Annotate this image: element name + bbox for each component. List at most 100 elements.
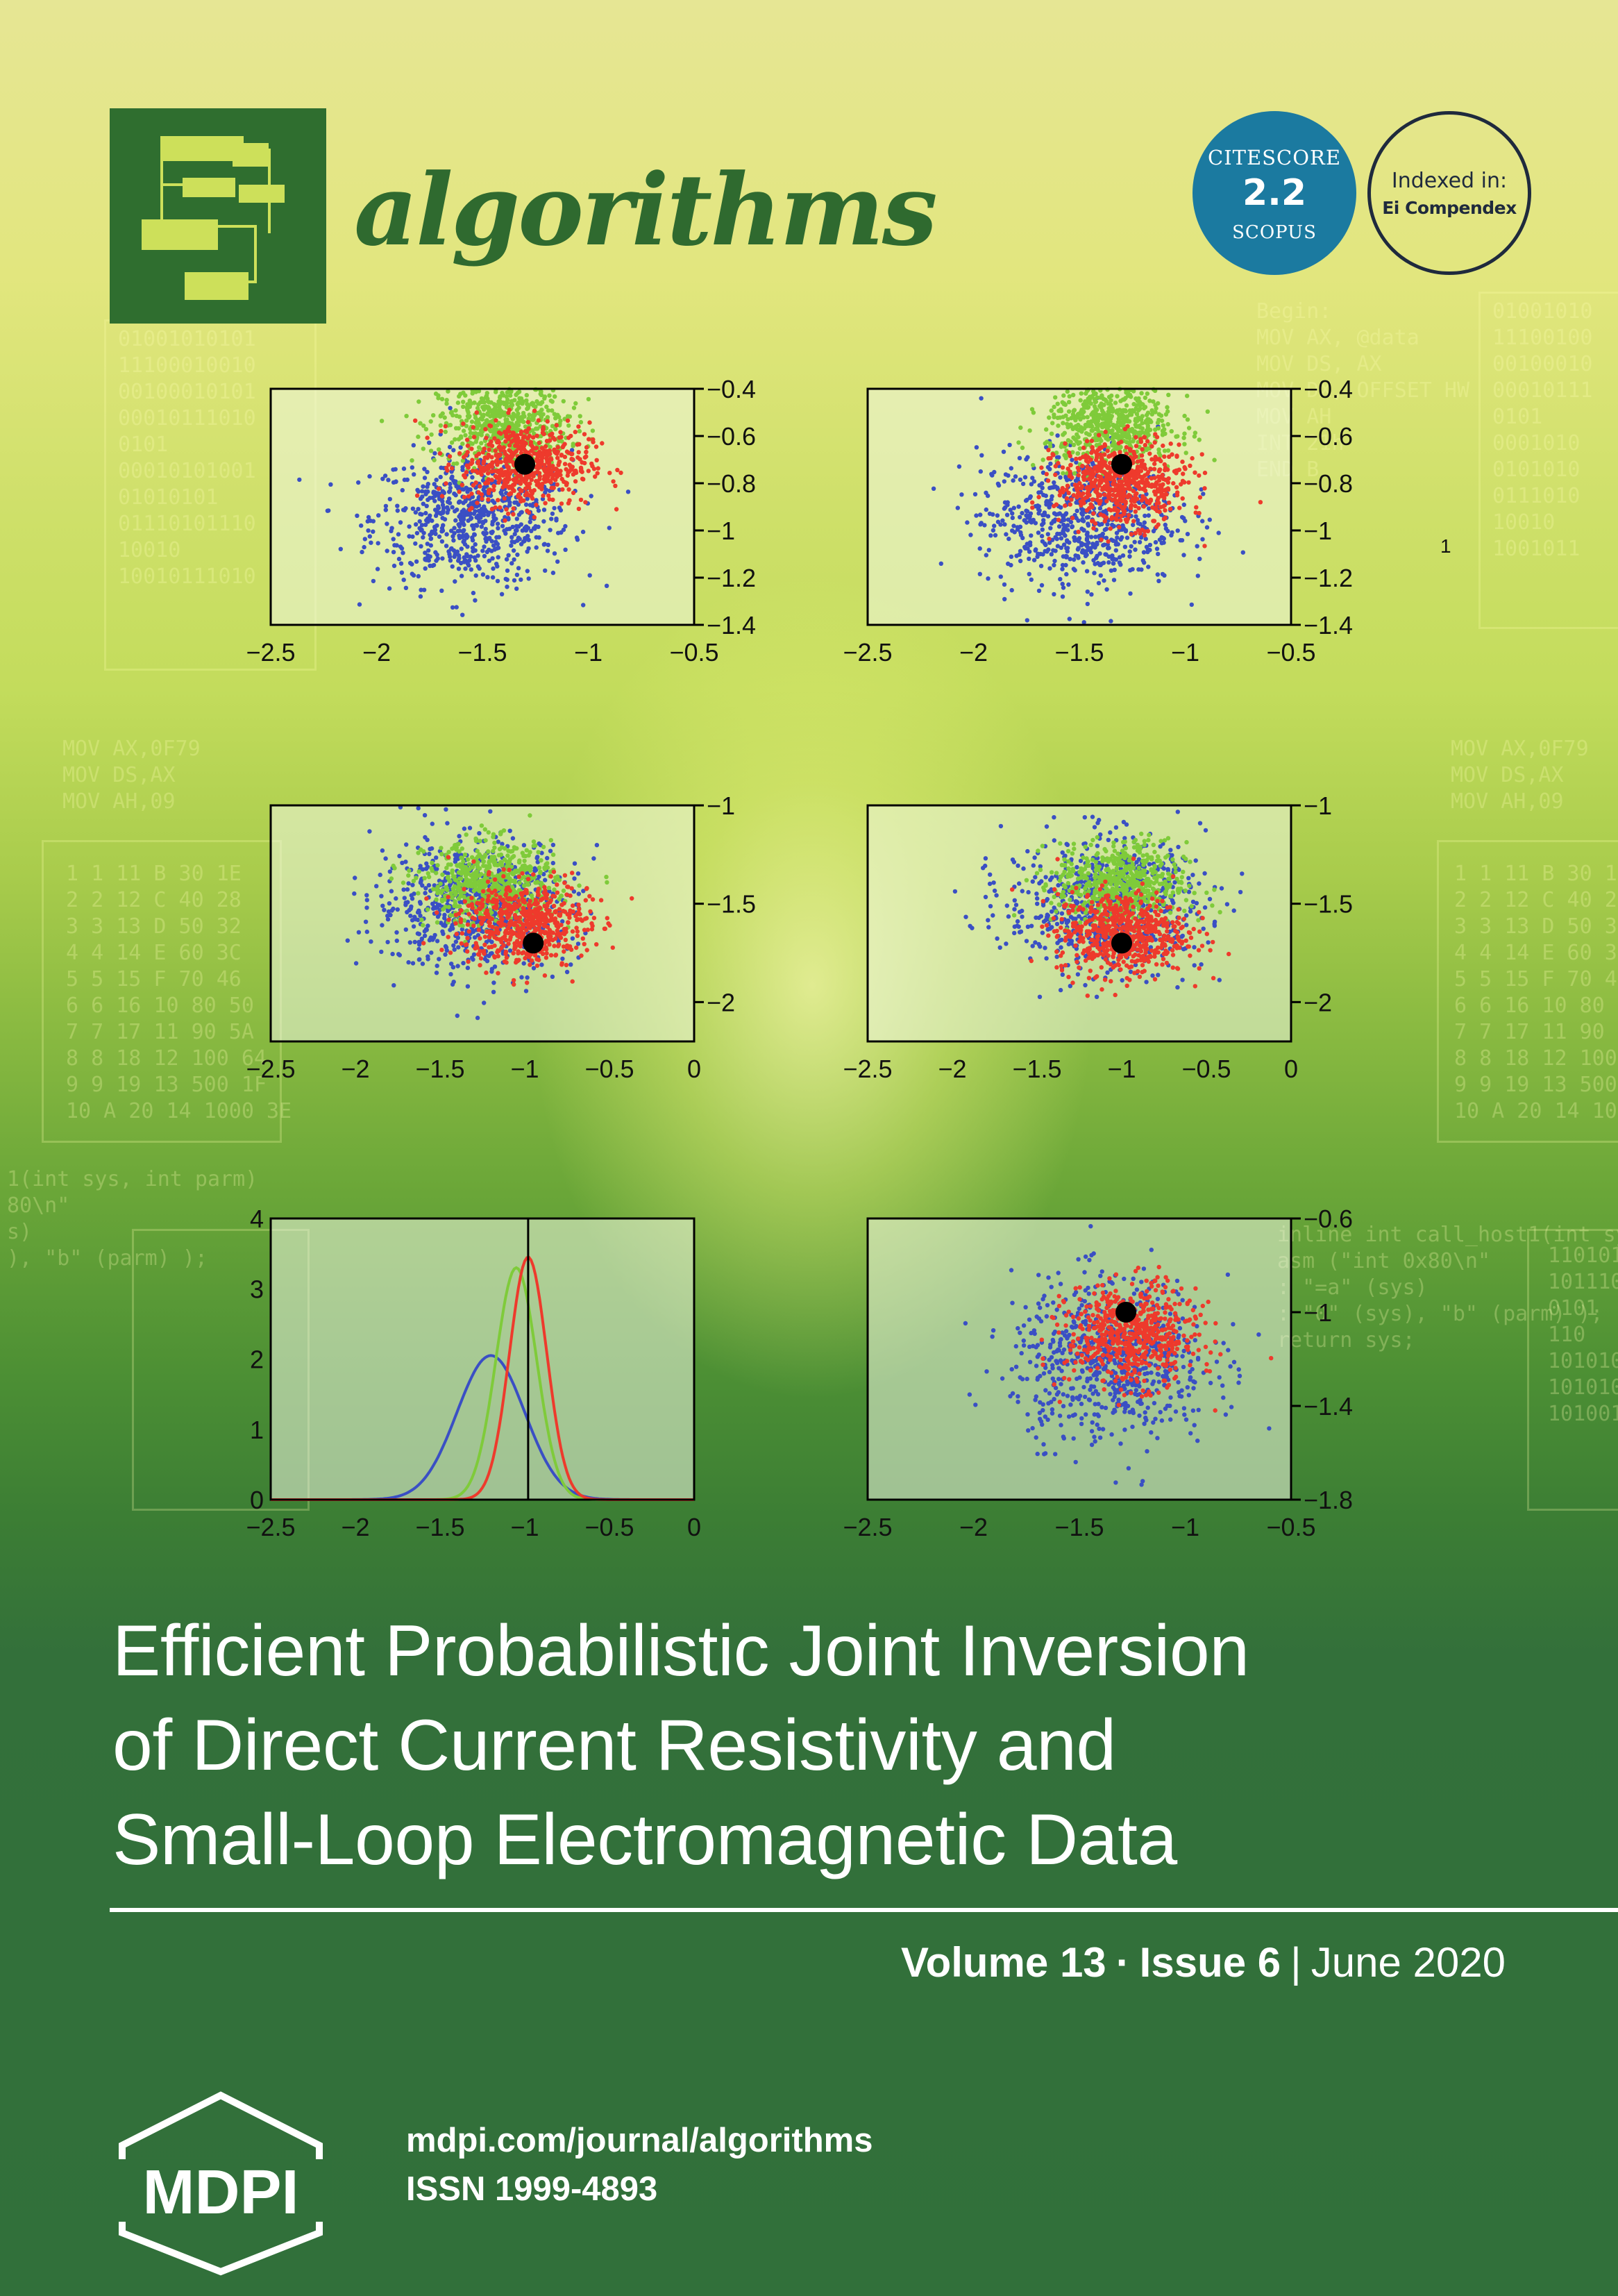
scatter-point <box>1031 558 1037 562</box>
scatter-point <box>428 554 432 559</box>
scatter-point <box>1049 408 1054 413</box>
scatter-point <box>484 422 489 427</box>
plot-svg: −2.5 −2 −1.5 −1 −0.5−0.4−0.6−0.8−1−1.2−1.4 <box>246 375 756 667</box>
scatter-point <box>1162 449 1168 453</box>
scatter-point <box>439 588 444 593</box>
scatter-point <box>1138 437 1143 442</box>
scatter-point <box>403 860 408 864</box>
background-code-text: 01001010101 11100010010 00100010101 0001… <box>118 327 256 589</box>
scatter-point <box>489 478 494 483</box>
scatter-point <box>509 848 515 854</box>
scatter-point <box>1001 449 1006 454</box>
scatter-point <box>1076 555 1081 560</box>
scatter-point <box>580 460 584 465</box>
scatter-point <box>469 419 475 424</box>
scatter-point <box>487 464 492 469</box>
scatter-point <box>1181 553 1186 558</box>
scatter-point <box>464 908 469 914</box>
scatter-point <box>509 484 514 489</box>
scatter-point <box>567 498 572 503</box>
scatter-point <box>482 455 487 460</box>
scatter-point <box>410 882 415 887</box>
scatter-point <box>423 886 428 891</box>
scatter-point <box>469 492 474 496</box>
scatter-point <box>494 469 499 474</box>
scatter-point <box>1084 515 1090 520</box>
scatter-point <box>1162 503 1167 508</box>
scatter-point <box>1093 426 1098 431</box>
scatter-point <box>516 494 521 499</box>
scatter-point <box>1006 473 1011 478</box>
scatter-point <box>591 856 596 861</box>
scatter-point <box>1084 391 1088 396</box>
scatter-point <box>462 918 467 923</box>
scatter-point <box>428 563 432 569</box>
scatter-point <box>604 583 609 588</box>
scatter-point <box>517 537 522 542</box>
scatter-point <box>530 444 534 449</box>
scatter-point <box>495 578 500 584</box>
scatter-point <box>1142 560 1147 565</box>
background-code-text: 1 1 11 B 30 1E 2 2 12 C 40 28 3 3 13 D 5… <box>1454 862 1618 1123</box>
scatter-point <box>1258 500 1263 505</box>
scatter-point <box>1057 493 1062 498</box>
scatter-point <box>504 472 509 477</box>
scatter-point <box>548 444 553 449</box>
plot-row2-left: −2.5 −2 −1.5 −1 −0.5 0 −1 −1.5 −2 <box>246 791 791 1093</box>
scatter-point <box>531 966 537 971</box>
scatter-point <box>1142 533 1147 538</box>
scatter-point <box>1111 508 1117 512</box>
scatter-point <box>1070 515 1075 521</box>
scatter-point <box>1069 497 1074 502</box>
scatter-point <box>1068 519 1074 525</box>
scatter-point <box>421 530 426 535</box>
scatter-point <box>446 462 451 467</box>
scatter-point <box>451 448 456 453</box>
scatter-point <box>1144 412 1149 418</box>
scatter-point <box>528 516 533 521</box>
scatter-point <box>367 534 372 539</box>
y-tick-label: −0.4 <box>707 375 756 403</box>
scatter-point <box>453 853 457 857</box>
scatter-point <box>1098 533 1104 538</box>
scatter-point <box>1109 469 1114 474</box>
scatter-point <box>476 389 482 394</box>
scatter-point <box>525 882 530 887</box>
scatter-point <box>1004 532 1009 537</box>
scatter-point <box>1058 475 1063 480</box>
scatter-point <box>1137 539 1143 545</box>
scatter-point <box>437 447 441 452</box>
scatter-point <box>1049 431 1054 436</box>
scatter-point <box>394 896 398 901</box>
scatter-point <box>462 494 467 500</box>
scatter-point <box>363 919 369 924</box>
scatter-point <box>444 544 449 548</box>
scatter-point <box>548 433 553 437</box>
scatter-point <box>491 408 496 412</box>
scatter-point <box>525 405 530 410</box>
scatter-point <box>459 573 464 578</box>
scatter-point <box>1010 528 1015 533</box>
scatter-point <box>1145 480 1150 485</box>
scatter-point <box>416 946 421 952</box>
scatter-point <box>1156 522 1161 527</box>
scatter-point <box>458 445 463 450</box>
scatter-point <box>453 509 457 514</box>
scatter-point <box>528 439 534 444</box>
scatter-point <box>482 1000 487 1005</box>
scatter-point <box>1105 449 1110 453</box>
scatter-point <box>506 848 511 853</box>
scatter-point <box>1139 417 1144 422</box>
scatter-point <box>1064 546 1069 551</box>
scatter-point <box>460 483 464 487</box>
scatter-point <box>537 440 541 446</box>
scatter-point <box>1047 566 1052 571</box>
scatter-point <box>425 923 430 928</box>
scatter-point <box>541 426 546 432</box>
scatter-point <box>1061 393 1066 398</box>
scatter-point <box>432 482 437 487</box>
scatter-point <box>478 839 482 844</box>
scatter-point <box>460 612 465 617</box>
scatter-point <box>1144 492 1149 496</box>
